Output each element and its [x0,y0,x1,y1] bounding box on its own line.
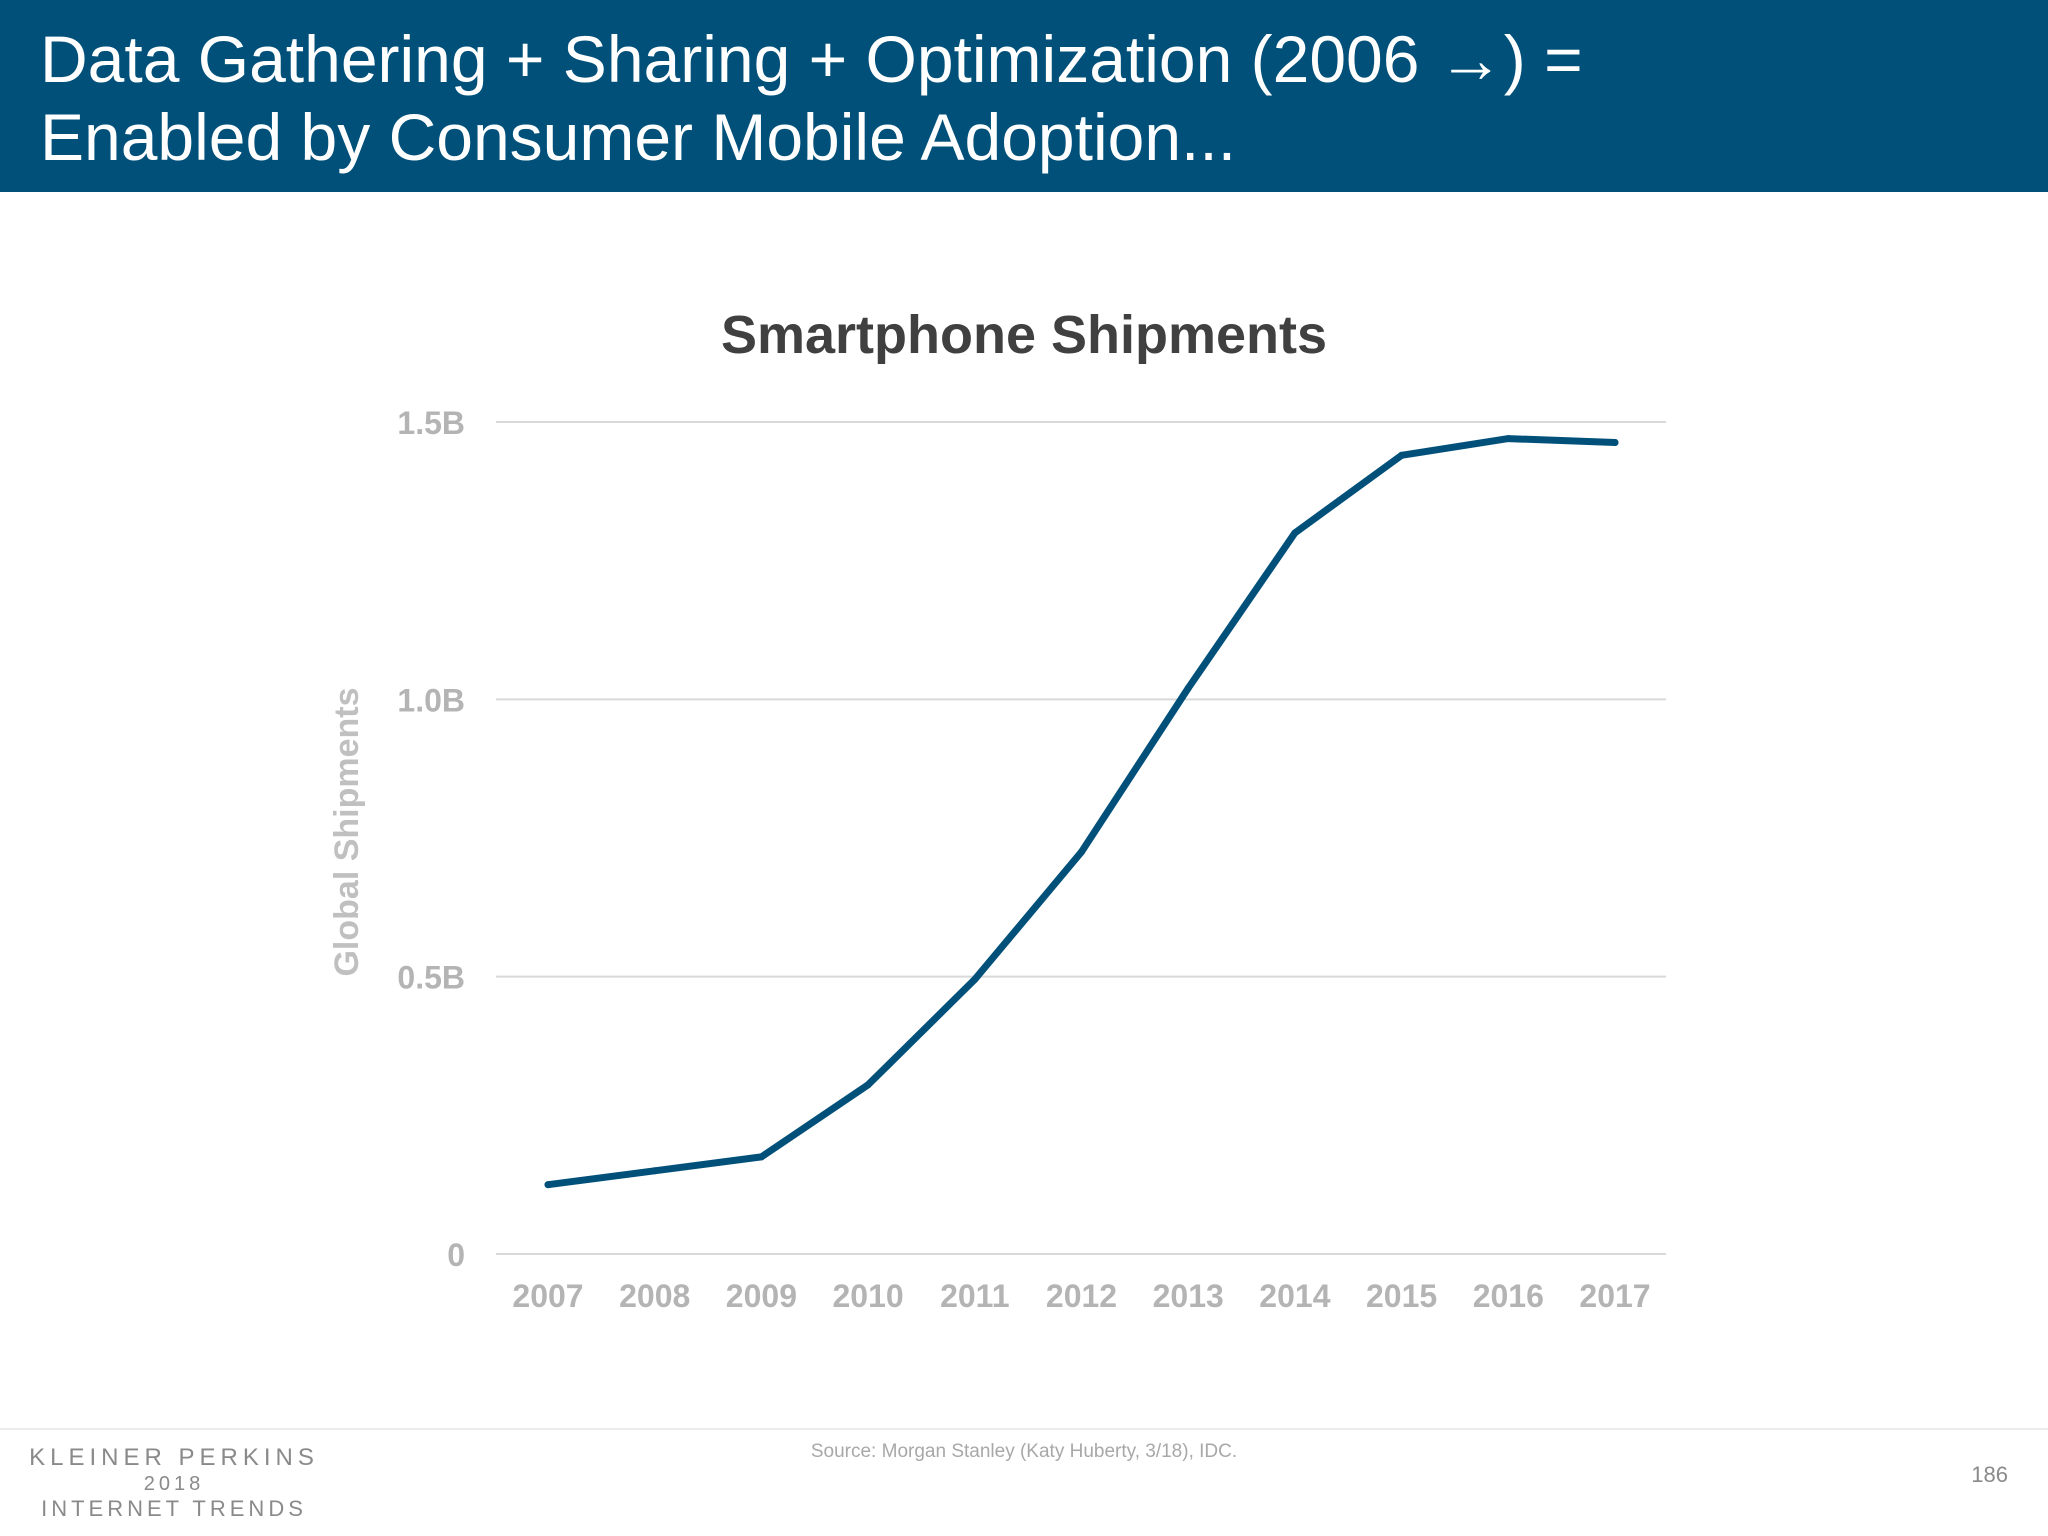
slide-header: Data Gathering + Sharing + Optimization … [0,0,2048,192]
data-point-2009 [757,1153,765,1161]
series-layer [544,435,1619,1189]
slide-title-line-2: Enabled by Consumer Mobile Adoption... [40,100,1237,174]
data-point-2008 [651,1167,659,1175]
y-tick-label: 0 [447,1237,465,1273]
y-axis-ticks: 0 0.5B 1.0B 1.5B [397,405,465,1273]
y-tick-label: 1.0B [397,682,465,718]
x-tick-label: 2010 [833,1278,904,1314]
series-line-0 [544,435,1619,1189]
x-tick-label: 2013 [1153,1278,1224,1314]
data-point-2017 [1611,439,1619,447]
y-axis-label: Global Shipments [328,687,366,976]
data-point-2015 [1398,451,1406,459]
smartphone-shipments-chart: Smartphone Shipments Global Shipments 00… [328,305,1666,1314]
x-tick-label: 2007 [512,1278,583,1314]
y-tick-label: 1.5B [397,405,465,441]
kleiner-perkins-logo: KLEINER PERKINS 2018 INTERNET TRENDS [24,1444,324,1522]
data-point-2007 [544,1181,552,1189]
data-point-2013 [1184,684,1192,692]
page-number: 186 [1971,1462,2008,1487]
logo-report-name: INTERNET TRENDS [41,1496,307,1521]
x-tick-label: 2012 [1046,1278,1117,1314]
chart-title: Smartphone Shipments [721,305,1327,365]
x-tick-label: 2011 [940,1278,1009,1314]
data-point-2011 [971,975,979,983]
slide-title: Data Gathering + Sharing + Optimization … [40,20,1940,176]
x-tick-label: 2015 [1366,1278,1437,1314]
data-point-2014 [1291,529,1299,537]
x-tick-label: 2014 [1259,1278,1330,1314]
logo-company: KLEINER PERKINS [29,1444,319,1471]
source-note: Source: Morgan Stanley (Katy Huberty, 3/… [810,1441,1238,1462]
data-point-2016 [1504,435,1512,443]
footer-divider [0,1428,2048,1430]
x-axis-ticks: 2007 2008 2009 2010 2011 2012 2013 2014 2015 2016… [512,1278,1650,1314]
y-tick-label: 0.5B [397,960,465,996]
logo-year: 2018 [143,1473,205,1495]
slide-title-line-1: Data Gathering + Sharing + Optimization … [40,22,1583,96]
x-tick-label: 2009 [726,1278,797,1314]
data-point-2010 [864,1081,872,1089]
gridlines [496,421,1666,1255]
x-tick-label: 2016 [1473,1278,1544,1314]
x-tick-label: 2017 [1579,1278,1650,1314]
data-point-2012 [1078,848,1085,856]
x-tick-label: 2008 [619,1278,690,1314]
